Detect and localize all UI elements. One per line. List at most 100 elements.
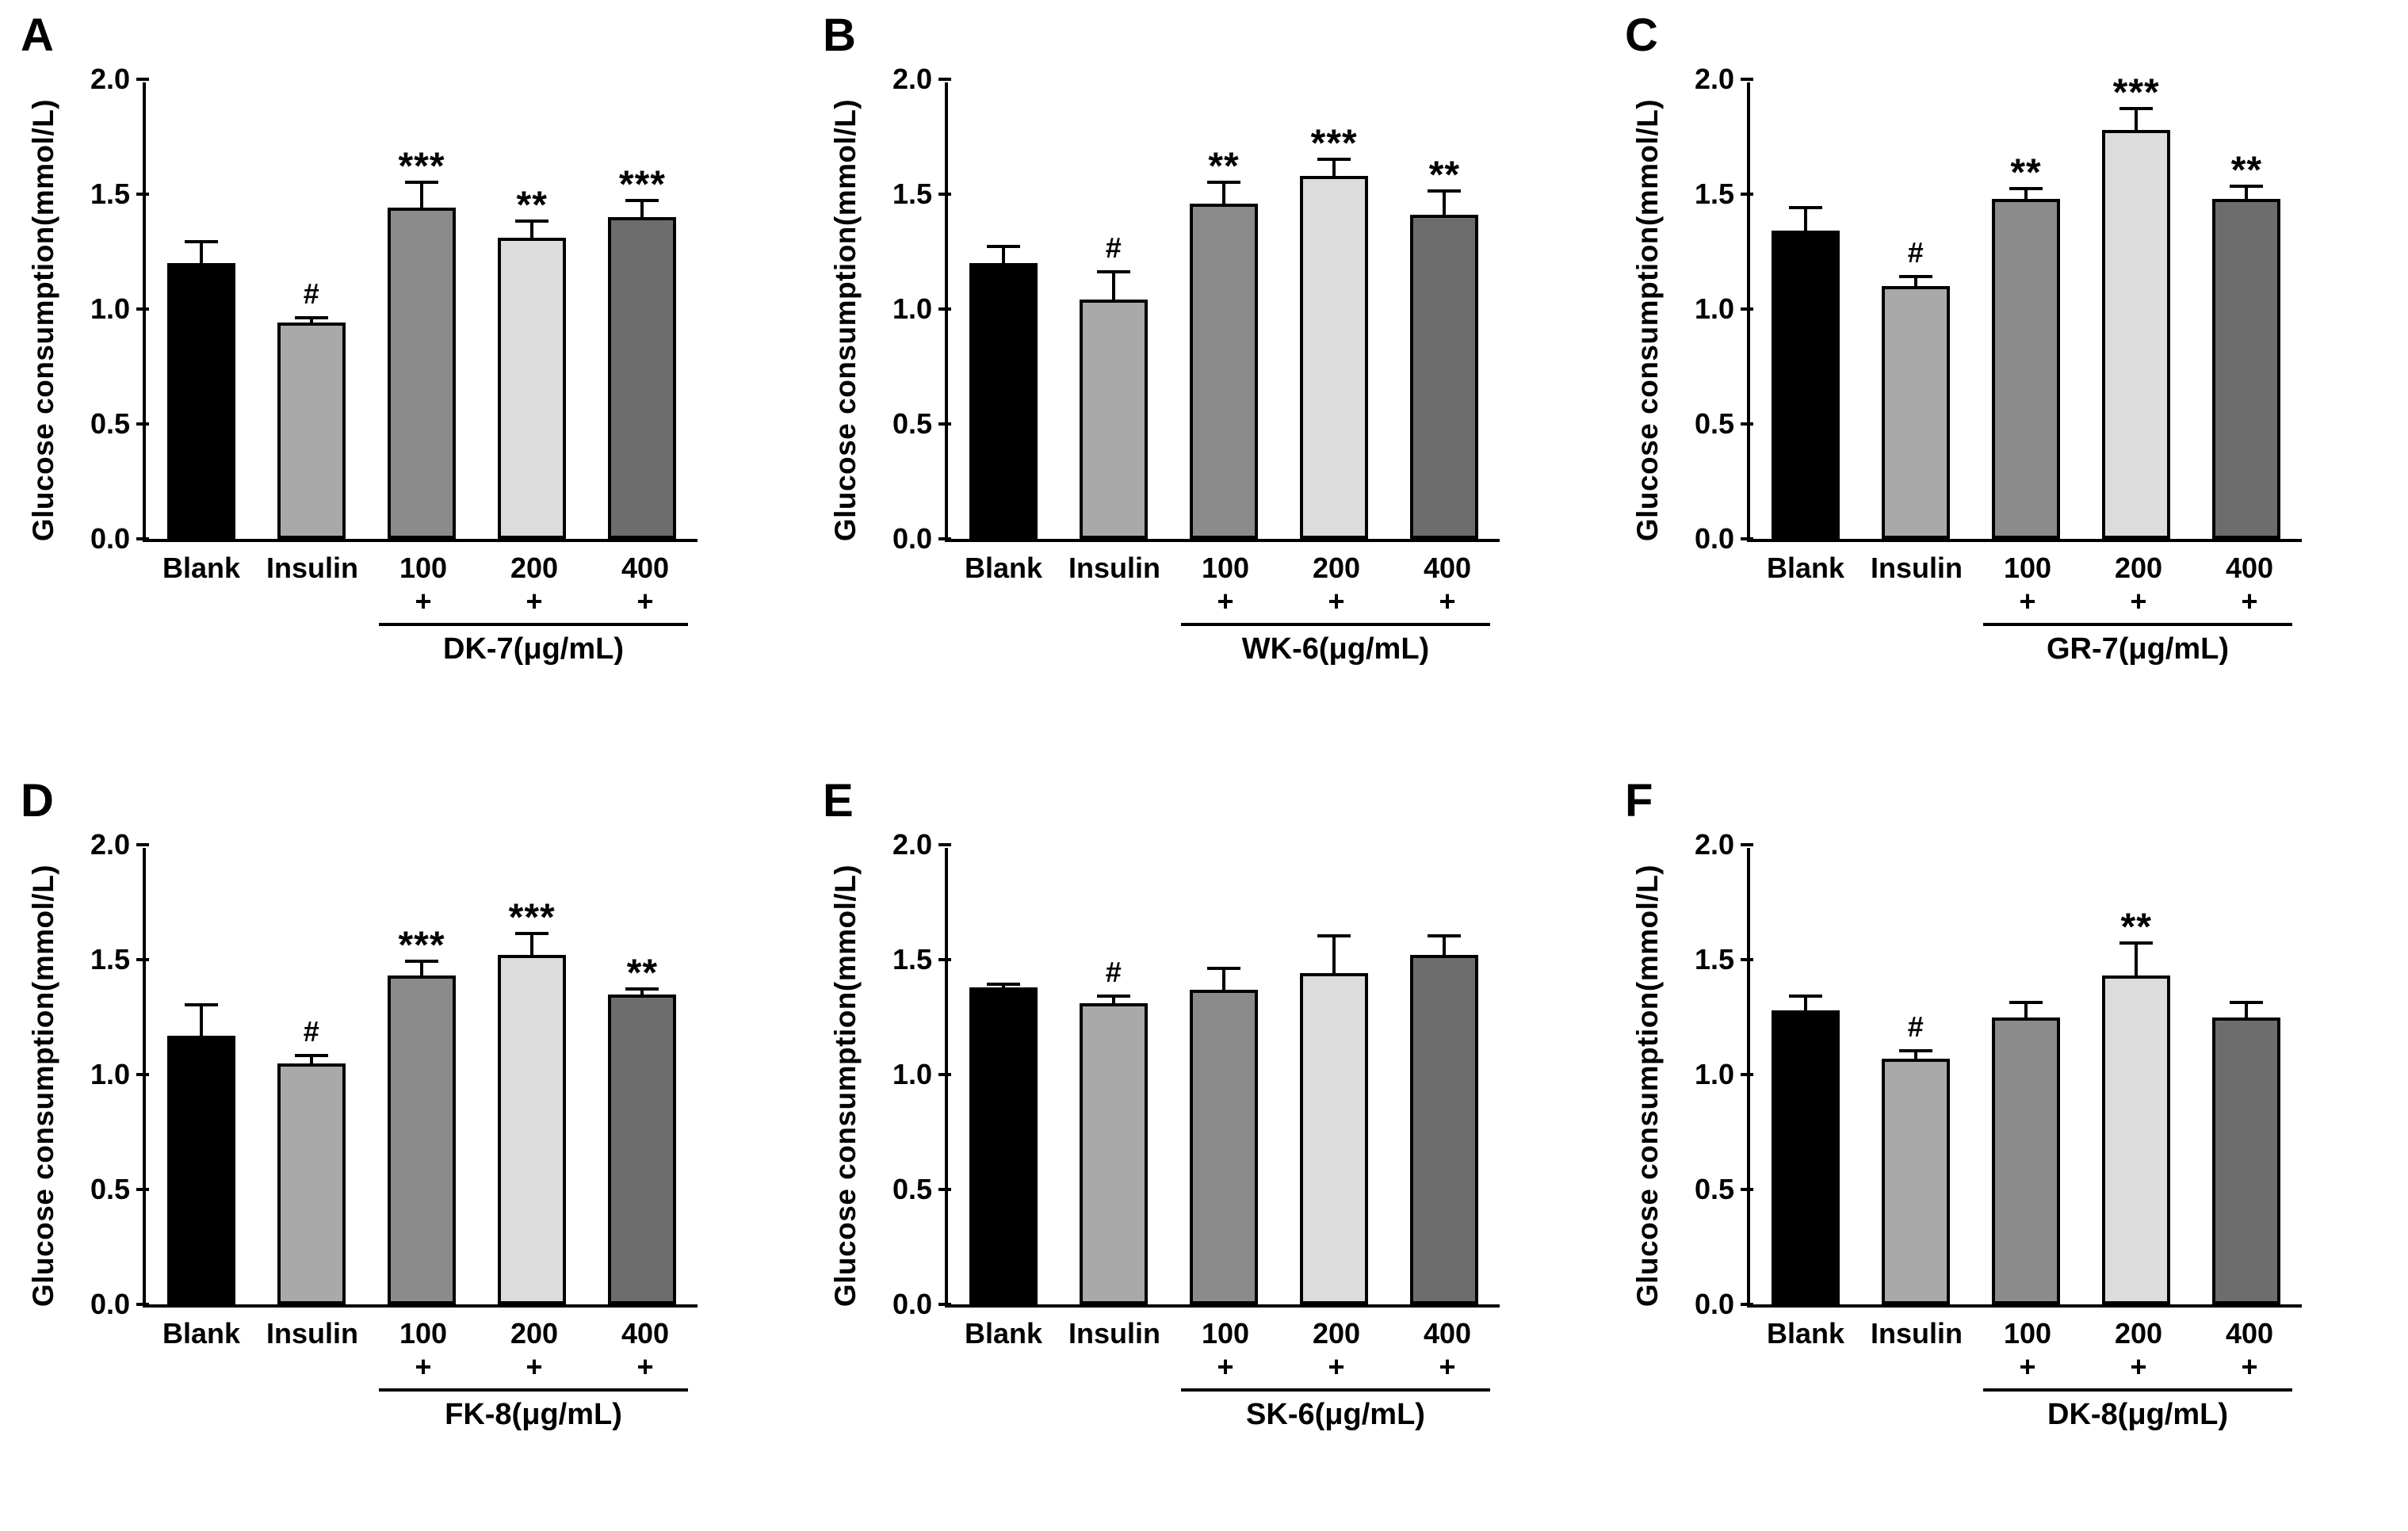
y-tick-mark [1741,78,1753,81]
y-tick: 0.0 [90,522,149,556]
x-tick-label: 100 [2003,1317,2052,1350]
chart: Glucose consumption(mmol/L) 0.0 0.5 1.0 1.5… [21,63,802,666]
plus-empty [1750,1350,1861,1384]
plus-empty [1059,585,1170,618]
bar-slot: *** [366,848,476,1304]
y-tick: 1.0 [892,1058,951,1091]
bar-400 [2212,198,2281,539]
bar-slot: *** [1279,82,1389,539]
y-tick-label: 2.0 [892,63,932,95]
y-tick-label: 2.0 [90,828,130,861]
bars: # ** *** ** [948,82,1500,539]
plus-empty [1861,1350,1972,1384]
bar-blank [1771,231,1840,539]
plot-column: 0.0 0.5 1.0 1.5 2.0 # ** Blank Insulin 100 200 40… [1695,828,2305,1432]
y-tick-label: 1.5 [90,943,130,975]
bar-slot: # [1860,82,1970,539]
significance-label: ** [1208,144,1240,187]
bar-slot [1750,82,1860,539]
error-bar-cap [515,932,549,936]
error-bar-cap [1317,157,1351,161]
x-tick-label: 100 [1201,552,1250,584]
treatment-label: GR-7(μg/mL) [2046,632,2230,666]
error-bar-cap [294,1053,328,1057]
error-bar [986,244,1020,263]
y-tick-label: 1.5 [90,178,130,210]
x-tick-label: 100 [399,552,448,584]
bars: # ** [1750,848,2302,1304]
plot-area: 0.0 0.5 1.0 1.5 2.0 # ** *** ** [1695,63,2302,555]
panel-letter: C [1625,10,1658,61]
y-tick-label: 0.5 [892,407,932,440]
significance-label: # [1907,235,1924,269]
error-bar-cap [2009,187,2043,191]
significance-label: # [1907,1010,1924,1044]
x-tick-label: 400 [1423,1317,1472,1350]
chart: Glucose consumption(mmol/L) 0.0 0.5 1.0 1.5… [21,828,802,1432]
error-bar [2119,106,2154,130]
error-bar-cap [1317,934,1351,938]
treatment-label: DK-8(μg/mL) [2047,1398,2228,1431]
treatment-underline [1181,623,1490,626]
chart: Glucose consumption(mmol/L) 0.0 0.5 1.0 1.5… [823,828,1604,1432]
error-bar [184,240,218,263]
significance-label: ** [2230,149,2263,192]
y-tick-label: 0.0 [90,1288,130,1320]
y-tick-mark [136,843,149,846]
y-tick: 1.0 [90,292,149,326]
y-tick-label: 1.5 [892,943,932,975]
bars: # [948,848,1500,1304]
y-axis-label: Glucose consumption(mmol/L) [1631,98,1664,542]
error-bar [294,315,328,323]
bar-slot [146,848,256,1304]
bar-200 [2102,975,2171,1304]
x-tick-label: 400 [2225,552,2274,584]
bars: # ** *** ** [1750,74,2302,539]
y-tick-label: 0.0 [892,1288,932,1320]
plus-sign: + [526,1350,543,1383]
error-bar-cap [1898,1049,1932,1053]
error-bar [1317,157,1351,176]
error-bar [2230,185,2264,199]
significance-label: ** [2120,906,2152,949]
significance-label: ** [516,184,548,227]
y-tick-label: 2.0 [1694,63,1734,95]
x-tick-label: Insulin [266,552,358,584]
plus-empty [1861,585,1972,618]
x-tick-label: 400 [1423,552,1472,584]
error-bar [1207,180,1240,204]
y-tick-mark [938,843,951,846]
plus-empty [948,585,1059,618]
bar-200 [2102,129,2171,539]
significance-label: ** [626,952,659,995]
y-tick: 0.0 [1695,522,1753,556]
y-tick: 0.0 [90,1288,149,1321]
chart-panel: D Glucose consumption(mmol/L) 0.0 0.5 1.0 1… [0,766,802,1531]
y-tick: 1.5 [892,943,951,976]
plus-sign: + [1328,1350,1345,1383]
plus-sign: + [526,585,543,617]
x-tick-label: 100 [2003,552,2052,584]
error-bar [2119,941,2154,976]
x-tick-label: Blank [1766,552,1845,584]
plus-sign: + [1439,1350,1456,1383]
treatment-underline [379,623,688,626]
plus-sign: + [2241,1350,2258,1383]
plot-column: 0.0 0.5 1.0 1.5 2.0 # ** *** ** Blank Insulin 100… [892,63,1503,666]
plus-sign: + [415,585,432,617]
y-tick: 1.5 [1695,178,1753,211]
error-bar-cap [1207,180,1240,184]
panel-letter: F [1625,775,1653,827]
y-tick-label: 0.0 [90,522,130,555]
y-tick-label: 2.0 [892,828,932,861]
treatment-underline [1181,1388,1490,1392]
y-tick-label: 0.5 [1694,407,1734,440]
y-tick-label: 0.5 [1694,1173,1734,1205]
y-tick: 1.5 [892,178,951,211]
bar-100 [1190,203,1258,539]
plus-sign: + [415,1350,432,1383]
error-bar [1096,269,1130,300]
y-tick-mark [1741,843,1753,846]
